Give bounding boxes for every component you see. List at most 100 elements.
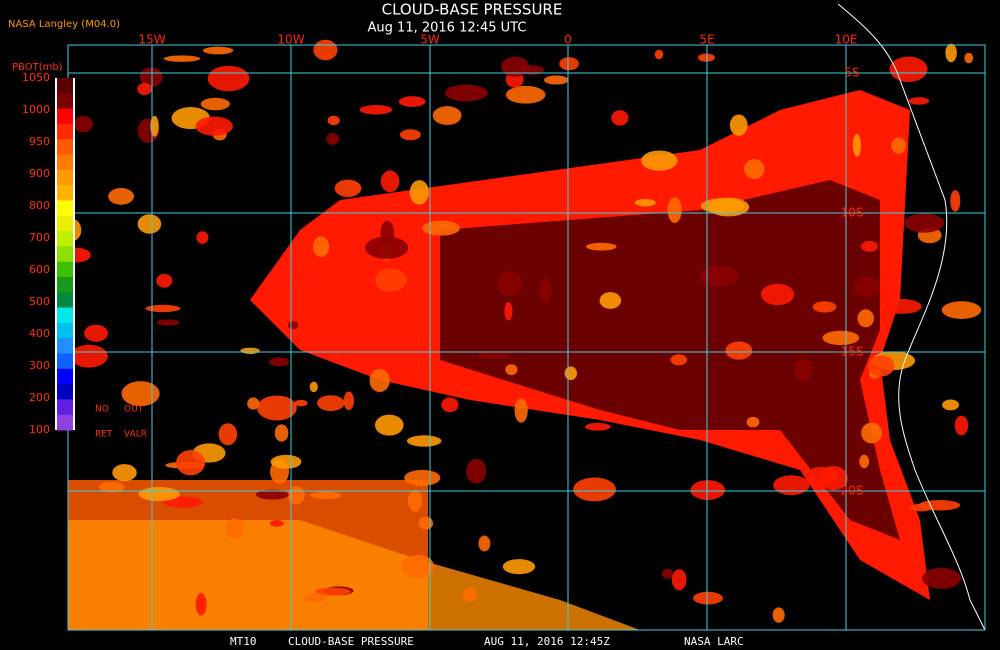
cloud-cell — [867, 355, 895, 377]
legend-band — [57, 231, 73, 247]
cloud-cell — [200, 97, 230, 111]
cloud-cell — [375, 268, 407, 292]
cloud-cell — [444, 84, 488, 102]
legend-band — [57, 78, 73, 94]
legend-band — [57, 399, 73, 416]
cloud-cell — [772, 607, 785, 623]
cloud-cell — [139, 67, 163, 87]
cloud-cell — [256, 395, 297, 421]
cloud-cell — [401, 554, 435, 579]
cloud-cell — [667, 197, 682, 223]
cloud-cell — [287, 321, 299, 330]
legend-band — [57, 384, 73, 400]
subtitle: Aug 11, 2016 12:45 UTC — [368, 21, 527, 36]
legend-band — [57, 185, 73, 201]
cloud-cell — [585, 242, 617, 251]
cloud-cell — [889, 56, 928, 82]
credit: NASA Langley (M04.0) — [8, 19, 120, 30]
legend-band — [57, 292, 73, 309]
cloud-cell — [374, 414, 404, 436]
cloud-patch — [68, 520, 640, 630]
legend-label: 950 — [29, 135, 50, 148]
cloud-cell — [954, 415, 969, 436]
cloud-cell — [195, 593, 207, 616]
legend-label: 700 — [29, 231, 50, 244]
cloud-cell — [599, 292, 622, 309]
cloud-cell — [661, 568, 674, 579]
legend-label: 800 — [29, 199, 50, 212]
cloud-cell — [882, 299, 922, 314]
legend-label: 1050 — [22, 71, 50, 84]
lat-label: 5S — [844, 66, 859, 80]
cloud-cell — [794, 358, 813, 382]
cloud-cell — [176, 449, 206, 476]
cloud-cell — [514, 398, 528, 423]
cloud-cell — [725, 341, 753, 360]
cloud-cell — [73, 116, 94, 133]
cloud-cell — [399, 129, 421, 141]
lon-label: 15W — [138, 33, 165, 47]
cloud-cell — [611, 110, 629, 126]
legend-band — [57, 414, 73, 431]
cloud-cell — [462, 587, 478, 602]
cloud-cell — [505, 85, 546, 104]
cloud-cell — [812, 301, 837, 313]
cloud-cell — [942, 399, 960, 411]
cloud-cell — [478, 351, 511, 360]
cloud-cell — [432, 106, 462, 125]
cloud-cell — [69, 344, 108, 368]
cloud-cell — [478, 535, 491, 552]
cloud-cell — [218, 423, 238, 446]
cloud-cell — [255, 489, 289, 500]
cloud-cell — [854, 276, 881, 297]
cloud-cell — [343, 391, 354, 411]
cloud-cell — [501, 56, 530, 77]
cloud-cell — [922, 567, 962, 589]
cloud-cell — [502, 559, 536, 575]
cloud-cell — [195, 116, 233, 136]
cloud-cell — [698, 53, 715, 62]
cloud-cell — [313, 39, 338, 61]
cloud-cell — [859, 454, 870, 469]
cloud-cell — [852, 133, 861, 157]
legend-label: 200 — [29, 391, 50, 404]
legend-note: VALR — [124, 430, 147, 440]
cloud-cell — [270, 454, 302, 469]
cloud-cell — [699, 265, 739, 287]
cloud-cell — [564, 366, 578, 381]
cloud-cell — [634, 198, 656, 207]
cloud-cell — [918, 499, 961, 511]
legend-band — [57, 307, 73, 324]
legend-band — [57, 353, 73, 370]
legend-band — [57, 169, 73, 186]
cloud-cell — [409, 180, 429, 205]
cloud-cell — [408, 489, 423, 512]
cloud-cell — [327, 115, 340, 126]
legend-label: 1000 — [22, 103, 50, 116]
cloud-cell — [207, 65, 250, 92]
cloud-cell — [543, 75, 569, 85]
legend: 1050 1000 950 900 800 700 600 500 400 300 200 100 NO… — [22, 71, 147, 440]
cloud-cell — [700, 198, 745, 214]
cloud-cell — [641, 150, 678, 171]
legend-title: PBOT(mb) — [12, 62, 63, 73]
cloud-cell — [861, 422, 883, 444]
legend-band — [57, 276, 73, 293]
cloud-cell — [287, 486, 305, 505]
cloud-cell — [654, 49, 664, 60]
legend-label: 100 — [29, 423, 50, 436]
lon-label: 10E — [835, 33, 858, 47]
cloud-cell — [202, 46, 234, 55]
cloud-cell — [671, 569, 687, 591]
legend-label: 900 — [29, 167, 50, 180]
title: CLOUD-BASE PRESSURE — [382, 1, 563, 19]
cloud-cell — [225, 518, 245, 539]
legend-note: OUT — [124, 405, 144, 415]
legend-band — [57, 93, 73, 110]
cloud-cell — [584, 422, 611, 431]
cloud-cell — [317, 395, 345, 411]
lat-label: 20S — [841, 484, 864, 498]
cloud-cell — [282, 272, 309, 286]
cloud-cell — [539, 278, 552, 303]
cloud-cell — [163, 55, 201, 62]
